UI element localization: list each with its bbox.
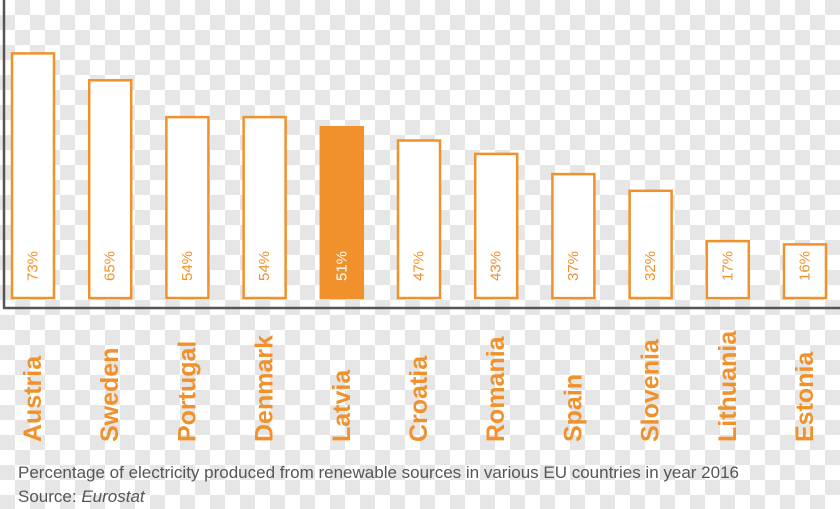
source-label: Source: xyxy=(18,487,82,506)
category-label-spain: Spain xyxy=(559,374,587,442)
bar-croatia xyxy=(396,139,442,300)
bar-portugal xyxy=(165,115,210,300)
category-label-latvia: Latvia xyxy=(328,369,356,442)
bar-austria xyxy=(10,52,56,300)
bar-denmark xyxy=(242,115,287,300)
value-label-sweden: 65% xyxy=(102,251,119,281)
bar-slovenia xyxy=(628,189,673,300)
category-label-croatia: Croatia xyxy=(405,355,433,442)
bar-chart: 73% 65% 54% 54% 51% 47% 43% 37% 32% 17% 16% Austri… xyxy=(2,0,840,442)
category-label-slovenia: Slovenia xyxy=(637,338,665,442)
category-label-sweden: Sweden xyxy=(96,348,124,442)
chart-caption: Percentage of electricity produced from … xyxy=(18,461,739,509)
value-label-slovenia: 32% xyxy=(642,251,659,281)
category-label-austria: Austria xyxy=(19,355,47,442)
source-name: Eurostat xyxy=(81,487,145,506)
bar-spain xyxy=(551,172,596,300)
value-labels-layer: 73% 65% 54% 54% 51% 47% 43% 37% 32% 17% 16% xyxy=(25,251,814,281)
category-labels-layer: Austria Sweden Portugal Denmark Latvia Croati… xyxy=(19,330,819,442)
bar-latvia xyxy=(319,125,365,300)
value-label-croatia: 47% xyxy=(411,251,428,281)
value-label-latvia: 51% xyxy=(333,251,350,281)
caption-text: Percentage of electricity produced from … xyxy=(18,463,739,482)
bars-layer xyxy=(10,52,828,300)
value-label-romania: 43% xyxy=(488,251,505,281)
category-label-lithuania: Lithuania xyxy=(714,330,742,442)
source-line: Source: Eurostat xyxy=(18,485,739,509)
value-label-estonia: 16% xyxy=(797,251,814,281)
value-label-portugal: 54% xyxy=(179,251,196,281)
category-label-romania: Romania xyxy=(482,335,510,442)
category-label-estonia: Estonia xyxy=(791,351,819,442)
bar-romania xyxy=(473,152,519,300)
value-label-lithuania: 17% xyxy=(719,251,736,281)
value-label-austria: 73% xyxy=(25,251,42,281)
bar-estonia xyxy=(782,243,828,300)
category-label-denmark: Denmark xyxy=(251,335,279,442)
axes-layer xyxy=(2,0,840,310)
value-label-spain: 37% xyxy=(565,251,582,281)
value-label-denmark: 54% xyxy=(256,251,273,281)
bar-lithuania xyxy=(705,239,751,300)
bar-sweden xyxy=(87,79,133,300)
category-label-portugal: Portugal xyxy=(173,341,201,442)
